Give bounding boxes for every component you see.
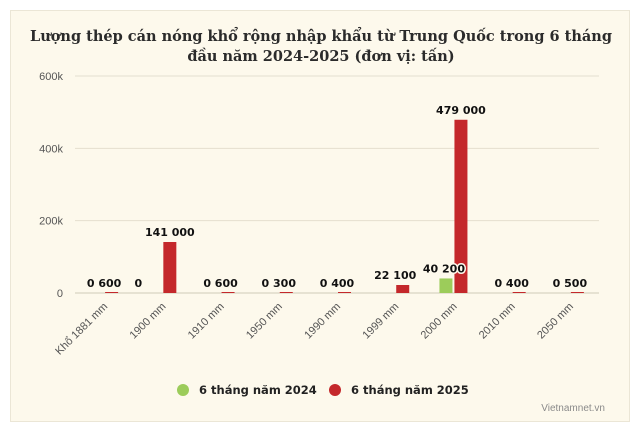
bar-2025-2[interactable] bbox=[221, 292, 235, 293]
bar-2025-5[interactable] bbox=[396, 285, 410, 293]
legend-label-2025: 6 tháng năm 2025 bbox=[351, 383, 469, 397]
bar-2025-8[interactable] bbox=[570, 292, 584, 293]
y-tick-label: 0 bbox=[57, 288, 63, 300]
y-axis-ticks: 0 200k 400k 600k bbox=[39, 71, 63, 300]
data-label: 0 500 bbox=[553, 277, 588, 290]
y-tick-label: 400k bbox=[39, 143, 63, 155]
bar-2025-1[interactable] bbox=[163, 242, 177, 293]
data-label: 22 100 bbox=[374, 269, 416, 282]
legend[interactable]: 6 tháng năm 2024 6 tháng năm 2025 bbox=[177, 383, 469, 397]
bar-2025-4[interactable] bbox=[338, 292, 351, 293]
x-axis-ticks: Khổ 1881 mm 1900 mm 1910 mm 1950 mm 1990 mm 1… bbox=[53, 301, 576, 358]
bar-2025-6[interactable] bbox=[454, 119, 468, 294]
legend-marker-2025 bbox=[329, 384, 341, 396]
bar-chart: Lượng thép cán nóng khổ rộng nhập khẩu t… bbox=[30, 27, 612, 414]
legend-item-2025[interactable]: 6 tháng năm 2025 bbox=[329, 383, 469, 397]
data-label: 0 600 bbox=[87, 277, 122, 290]
bar-2025-3[interactable] bbox=[279, 292, 293, 293]
data-label: 0 300 bbox=[262, 277, 297, 290]
x-tick-label: Khổ 1881 mm bbox=[53, 301, 110, 358]
legend-item-2024[interactable]: 6 tháng năm 2024 bbox=[177, 383, 317, 397]
x-tick-label: 1990 mm bbox=[302, 301, 343, 342]
data-label: 40 200 bbox=[423, 262, 465, 275]
data-label: 0 400 bbox=[320, 277, 355, 290]
x-tick-label: 1910 mm bbox=[186, 301, 227, 342]
legend-marker-2024 bbox=[177, 384, 189, 396]
data-labels: 0 600 0 141 000 0 600 0 300 0 400 22 100 40 200… bbox=[85, 102, 589, 291]
source-credit: Vietnamnet.vn bbox=[541, 403, 605, 414]
x-tick-label: 2010 mm bbox=[477, 301, 518, 342]
bar-2025-0[interactable] bbox=[105, 292, 119, 293]
bar-2025-7[interactable] bbox=[512, 292, 526, 293]
data-label: 141 000 bbox=[145, 226, 195, 239]
x-tick-label: 1950 mm bbox=[244, 301, 285, 342]
data-label: 479 000 bbox=[436, 104, 486, 117]
bar-2024-6[interactable] bbox=[439, 278, 453, 293]
chart-frame: Lượng thép cán nóng khổ rộng nhập khẩu t… bbox=[10, 10, 630, 422]
chart-title-line-1: Lượng thép cán nóng khổ rộng nhập khẩu t… bbox=[30, 27, 612, 45]
x-tick-label: 2000 mm bbox=[419, 301, 460, 342]
x-tick-label: 1999 mm bbox=[360, 301, 401, 342]
bars bbox=[105, 119, 584, 294]
y-tick-label: 600k bbox=[39, 71, 63, 83]
grid-lines bbox=[75, 75, 599, 294]
x-tick-label: 1900 mm bbox=[128, 301, 169, 342]
legend-label-2024: 6 tháng năm 2024 bbox=[199, 383, 317, 397]
chart-title-line-2: đầu năm 2024-2025 (đơn vị: tấn) bbox=[187, 47, 454, 65]
data-label: 0 400 bbox=[494, 277, 529, 290]
y-tick-label: 200k bbox=[39, 216, 63, 228]
data-label: 0 600 bbox=[203, 277, 238, 290]
data-label: 0 bbox=[135, 277, 143, 290]
x-tick-label: 2050 mm bbox=[535, 301, 576, 342]
